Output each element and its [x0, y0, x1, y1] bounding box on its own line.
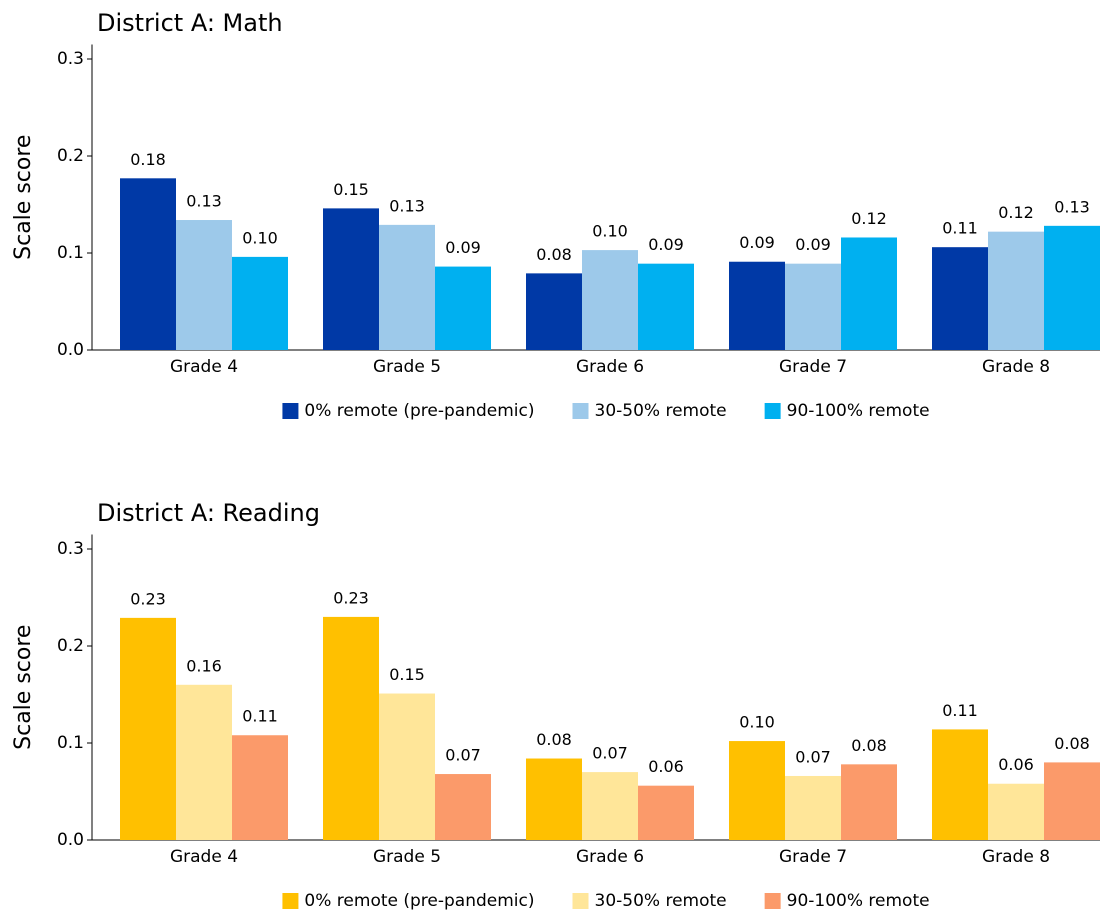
bar: [526, 758, 582, 840]
value-label: 0.18: [130, 150, 166, 169]
value-label: 0.06: [648, 757, 684, 776]
bar: [120, 617, 176, 840]
value-label: 0.11: [942, 219, 978, 238]
bar: [841, 237, 897, 350]
legend-label: 0% remote (pre-pandemic): [304, 891, 534, 911]
x-tick-label: Grade 6: [576, 847, 644, 867]
bar: [785, 775, 841, 840]
bar: [323, 616, 379, 840]
bar: [1044, 225, 1100, 350]
bar: [232, 256, 288, 350]
y-tick-label: 0.1: [57, 243, 84, 263]
x-tick-label: Grade 7: [779, 847, 847, 867]
bar: [323, 208, 379, 350]
value-label: 0.07: [592, 744, 628, 763]
y-tick-label: 0.0: [57, 340, 84, 360]
value-label: 0.09: [795, 235, 831, 254]
bar: [988, 231, 1044, 350]
y-tick-label: 0.2: [57, 636, 84, 656]
bar: [988, 783, 1044, 840]
legend-swatch: [764, 893, 781, 909]
legend-label: 90-100% remote: [787, 401, 930, 421]
bar: [435, 266, 491, 350]
legend-label: 30-50% remote: [595, 891, 727, 911]
value-label: 0.12: [998, 203, 1034, 222]
legend-swatch: [282, 403, 299, 419]
x-tick-label: Grade 4: [170, 847, 238, 867]
value-label: 0.08: [536, 245, 572, 264]
value-label: 0.08: [851, 736, 887, 755]
legend-label: 0% remote (pre-pandemic): [304, 401, 534, 421]
value-label: 0.13: [186, 192, 222, 211]
value-label: 0.07: [795, 747, 831, 766]
x-tick-label: Grade 4: [170, 357, 238, 377]
bar: [120, 178, 176, 350]
bar: [932, 729, 988, 840]
value-label: 0.11: [942, 701, 978, 720]
value-label: 0.15: [333, 180, 369, 199]
bar: [729, 261, 785, 350]
value-label: 0.10: [592, 222, 628, 241]
value-label: 0.23: [333, 588, 369, 607]
bar: [638, 263, 694, 350]
value-label: 0.15: [389, 665, 425, 684]
chart-title: District A: Reading: [97, 499, 320, 527]
y-tick-label: 0.2: [57, 146, 84, 166]
value-label: 0.16: [186, 656, 222, 675]
bar: [232, 735, 288, 840]
legend: 0% remote (pre-pandemic) 30-50% remote 90-…: [282, 401, 930, 421]
legend-swatch: [572, 893, 589, 909]
bar: [785, 263, 841, 350]
value-label: 0.13: [389, 196, 425, 215]
y-axis-label: Scale score: [11, 625, 36, 750]
y-tick-label: 0.3: [57, 539, 84, 559]
bar: [638, 785, 694, 840]
bar: [582, 772, 638, 840]
bar: [1044, 762, 1100, 840]
value-label: 0.13: [1054, 197, 1090, 216]
bar: [526, 273, 582, 350]
y-tick-label: 0.3: [57, 49, 84, 69]
x-tick-label: Grade 6: [576, 357, 644, 377]
value-label: 0.23: [130, 589, 166, 608]
bar: [379, 693, 435, 840]
bar: [176, 220, 232, 350]
legend-swatch: [764, 403, 781, 419]
value-label: 0.12: [851, 209, 887, 228]
value-label: 0.09: [739, 233, 775, 252]
chart-title: District A: Math: [97, 9, 283, 37]
value-label: 0.10: [739, 713, 775, 732]
value-label: 0.11: [242, 707, 278, 726]
bar: [729, 741, 785, 840]
value-label: 0.10: [242, 228, 278, 247]
x-tick-label: Grade 7: [779, 357, 847, 377]
value-label: 0.08: [536, 730, 572, 749]
x-tick-label: Grade 8: [982, 357, 1050, 377]
y-tick-label: 0.1: [57, 733, 84, 753]
chart: District A: Reading Scale score 0.0 0.1 0.2 0…: [11, 499, 1100, 911]
legend-label: 30-50% remote: [595, 401, 727, 421]
value-label: 0.09: [648, 235, 684, 254]
legend-swatch: [572, 403, 589, 419]
bar: [582, 250, 638, 350]
x-tick-label: Grade 5: [373, 357, 441, 377]
value-label: 0.09: [445, 238, 481, 257]
bar: [841, 764, 897, 840]
bar: [932, 247, 988, 350]
legend-label: 90-100% remote: [787, 891, 930, 911]
value-label: 0.06: [998, 755, 1034, 774]
x-tick-label: Grade 5: [373, 847, 441, 867]
bar: [176, 684, 232, 840]
y-tick-label: 0.0: [57, 830, 84, 850]
bar: [435, 774, 491, 840]
value-label: 0.08: [1054, 734, 1090, 753]
value-label: 0.07: [445, 746, 481, 765]
legend-swatch: [282, 893, 299, 909]
chart: District A: Math Scale score 0.0 0.1 0.2 0.3 G…: [11, 9, 1100, 421]
y-axis-label: Scale score: [11, 135, 36, 260]
bar: [379, 224, 435, 350]
legend: 0% remote (pre-pandemic) 30-50% remote 90-…: [282, 891, 930, 911]
x-tick-label: Grade 8: [982, 847, 1050, 867]
